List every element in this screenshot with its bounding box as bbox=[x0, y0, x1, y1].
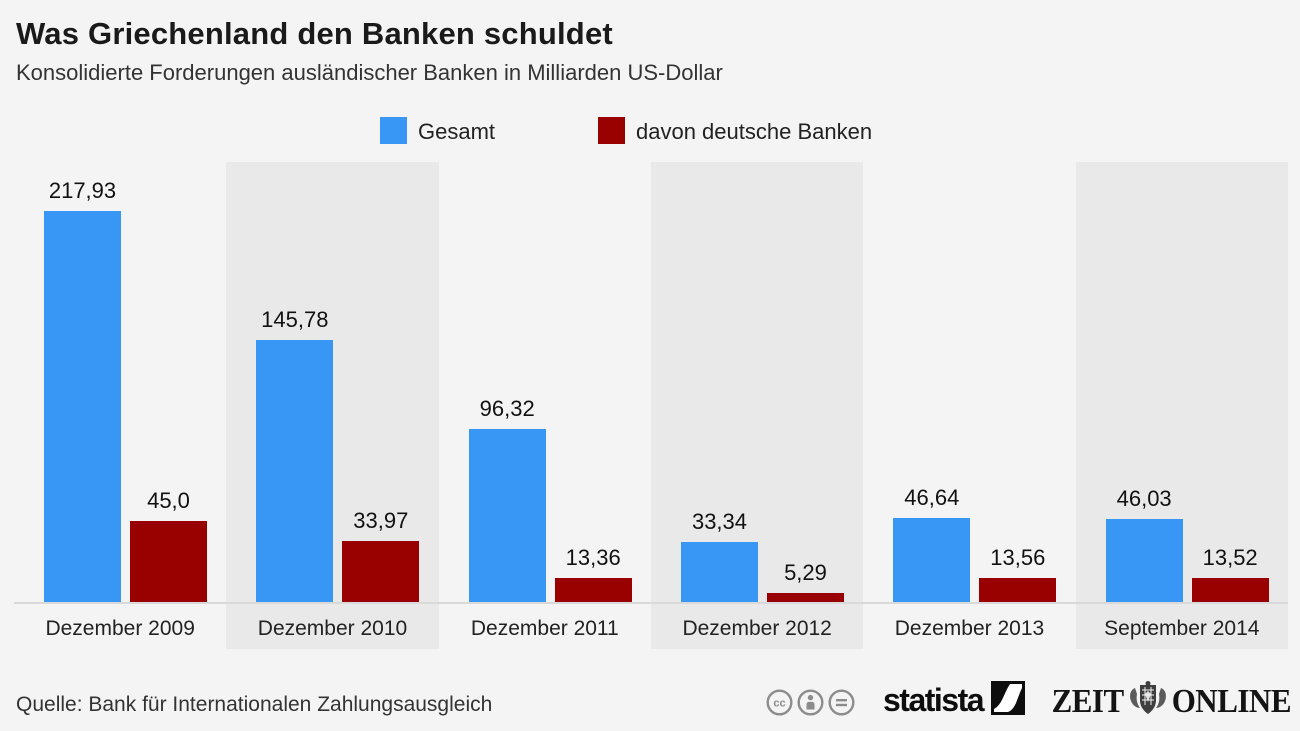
statista-wordmark: statista bbox=[883, 682, 985, 718]
bar-gesamt-dezember-2010 bbox=[256, 340, 334, 602]
license-icons: cc bbox=[766, 689, 855, 721]
x-axis-line bbox=[14, 602, 1288, 604]
value-label: 13,52 bbox=[1202, 545, 1258, 570]
value-label: 217,93 bbox=[48, 178, 117, 203]
online-wordmark: ONLINE bbox=[1171, 681, 1292, 720]
legend-swatch-deutsche-banken bbox=[598, 117, 625, 144]
legend-swatch-gesamt bbox=[380, 117, 407, 144]
value-label: 5,29 bbox=[784, 560, 827, 585]
bar-deutsche-banken-dezember-2012 bbox=[766, 593, 844, 602]
legend-label-deutsche-banken: davon deutsche Banken bbox=[636, 119, 873, 144]
bar-deutsche-banken-september-2014 bbox=[1191, 578, 1269, 602]
bar-deutsche-banken-dezember-2013 bbox=[979, 578, 1057, 602]
legend-label-gesamt: Gesamt bbox=[418, 119, 496, 144]
statista-logo: statista bbox=[883, 681, 1026, 720]
source-note: Quelle: Bank für Internationalen Zahlung… bbox=[16, 693, 493, 716]
value-label: 13,36 bbox=[565, 545, 621, 570]
value-label: 33,34 bbox=[691, 509, 748, 534]
value-label: 46,03 bbox=[1116, 486, 1172, 511]
bar-gesamt-dezember-2013 bbox=[893, 518, 971, 602]
cc-icon: cc bbox=[766, 689, 793, 721]
bar-gesamt-dezember-2011 bbox=[468, 429, 546, 602]
value-label: 96,32 bbox=[479, 396, 535, 421]
bar-gesamt-dezember-2012 bbox=[680, 542, 758, 602]
chart-subtitle: Konsolidierte Forderungen ausländischer … bbox=[16, 60, 723, 85]
value-label: 13,56 bbox=[990, 545, 1046, 570]
category-label: September 2014 bbox=[1104, 617, 1260, 640]
category-label: Dezember 2009 bbox=[45, 617, 195, 640]
statista-icon bbox=[991, 681, 1026, 720]
chart-title: Was Griechenland den Banken schuldet bbox=[16, 16, 613, 51]
svg-text:cc: cc bbox=[773, 698, 785, 710]
value-label: 46,64 bbox=[904, 485, 960, 510]
bar-deutsche-banken-dezember-2010 bbox=[342, 541, 420, 602]
no-derivatives-icon bbox=[828, 689, 855, 721]
zeit-wordmark: ZEIT bbox=[1051, 681, 1125, 720]
value-label: 145,78 bbox=[261, 307, 329, 332]
category-label: Dezember 2011 bbox=[470, 617, 619, 640]
attribution-icon bbox=[797, 689, 824, 721]
bar-deutsche-banken-dezember-2011 bbox=[554, 578, 632, 602]
category-label: Dezember 2012 bbox=[682, 617, 832, 640]
category-label: Dezember 2013 bbox=[894, 617, 1045, 640]
value-label: 45,0 bbox=[147, 488, 190, 513]
bar-gesamt-september-2014 bbox=[1105, 519, 1183, 602]
zeit-online-logo: ZEIT ONLINE bbox=[1051, 680, 1292, 723]
bar-gesamt-dezember-2009 bbox=[44, 211, 121, 602]
value-label: 33,97 bbox=[353, 508, 409, 533]
bar-deutsche-banken-dezember-2009 bbox=[130, 521, 207, 602]
category-label: Dezember 2010 bbox=[257, 617, 408, 640]
zeit-crest-icon bbox=[1127, 680, 1169, 723]
